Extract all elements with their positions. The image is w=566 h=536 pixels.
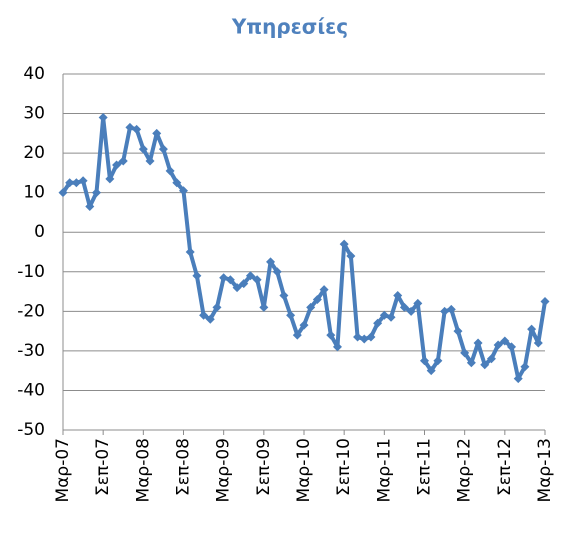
marker — [252, 275, 262, 285]
marker — [359, 334, 369, 344]
marker — [386, 312, 396, 322]
y-tick-label: 40 — [23, 64, 45, 84]
marker — [199, 310, 209, 320]
marker — [259, 302, 269, 312]
marker — [466, 358, 476, 368]
marker — [232, 283, 242, 293]
marker — [152, 128, 162, 138]
x-tick-label: Σεπ-11 — [415, 438, 435, 496]
marker — [373, 318, 383, 328]
y-tick-label: -10 — [17, 262, 45, 282]
marker — [239, 279, 249, 289]
line — [61, 115, 547, 381]
x-tick-label: Σεπ-08 — [174, 438, 194, 496]
marker — [507, 342, 517, 352]
marker — [205, 314, 215, 324]
marker — [192, 271, 202, 281]
x-tick-label: Μαρ-12 — [455, 438, 475, 502]
marker — [225, 275, 235, 285]
marker — [312, 294, 322, 304]
marker — [78, 176, 88, 186]
marker — [353, 332, 363, 342]
marker — [132, 124, 142, 134]
marker — [486, 354, 496, 364]
marker — [65, 178, 75, 188]
marker — [91, 188, 101, 198]
x-tick-label: Μαρ-13 — [535, 438, 555, 502]
marker — [212, 302, 222, 312]
y-tick-label: -20 — [17, 301, 45, 321]
marker — [272, 267, 282, 277]
marker — [433, 356, 443, 366]
marker — [85, 202, 95, 212]
marker — [326, 330, 336, 340]
y-tick-label: 0 — [34, 222, 45, 242]
marker — [440, 306, 450, 316]
x-tick-label: Σεπ-10 — [334, 438, 354, 496]
marker — [393, 291, 403, 301]
marker — [473, 338, 483, 348]
marker — [286, 310, 296, 320]
x-tick-label: Μαρ-08 — [133, 438, 153, 502]
marker — [446, 304, 456, 314]
y-tick-label: -30 — [17, 341, 45, 361]
x-tick-label: Μαρ-11 — [374, 438, 394, 502]
marker — [299, 320, 309, 330]
marker — [453, 326, 463, 336]
marker — [413, 298, 423, 308]
y-tick-label: -50 — [17, 420, 45, 440]
marker — [379, 310, 389, 320]
y-tick-label: 20 — [23, 143, 45, 163]
marker — [420, 356, 429, 366]
marker — [98, 113, 108, 123]
marker — [513, 374, 523, 384]
marker — [292, 330, 302, 340]
marker — [520, 362, 530, 372]
marker — [399, 302, 409, 312]
y-tick-label: 10 — [23, 183, 45, 203]
marker — [125, 122, 135, 132]
marker — [172, 178, 182, 188]
marker — [185, 247, 195, 257]
marker — [279, 291, 289, 301]
marker — [165, 166, 175, 176]
x-tick-label: Μαρ-09 — [214, 438, 234, 502]
marker — [493, 340, 503, 350]
marker — [540, 296, 550, 306]
x-tick-label: Σεπ-12 — [495, 438, 515, 496]
marker — [406, 306, 416, 316]
marker — [245, 271, 255, 281]
y-tick-label: -40 — [17, 380, 45, 400]
marker — [58, 188, 68, 198]
x-tick-label: Μαρ-07 — [53, 438, 73, 502]
marker — [266, 257, 276, 267]
marker — [306, 302, 316, 312]
marker — [346, 251, 356, 261]
marker — [332, 342, 342, 352]
chart-title: Υπηρεσίες — [231, 15, 348, 39]
marker — [145, 156, 155, 166]
marker — [426, 366, 436, 376]
x-tick-label: Μαρ-10 — [294, 438, 314, 502]
marker — [71, 178, 81, 188]
marker — [460, 348, 470, 358]
marker — [339, 239, 349, 249]
marker — [500, 336, 510, 346]
marker — [319, 285, 329, 295]
marker — [105, 174, 115, 184]
marker — [112, 160, 122, 170]
marker — [179, 186, 188, 196]
x-tick-label: Σεπ-07 — [93, 438, 113, 496]
marker — [158, 144, 168, 154]
marker — [138, 144, 148, 154]
y-tick-label: 30 — [23, 104, 45, 124]
marker — [366, 332, 376, 342]
marker — [118, 156, 128, 166]
marker — [527, 324, 537, 334]
marker — [219, 273, 229, 283]
marker — [533, 338, 543, 348]
marker — [480, 360, 490, 370]
x-tick-label: Σεπ-09 — [254, 438, 274, 496]
